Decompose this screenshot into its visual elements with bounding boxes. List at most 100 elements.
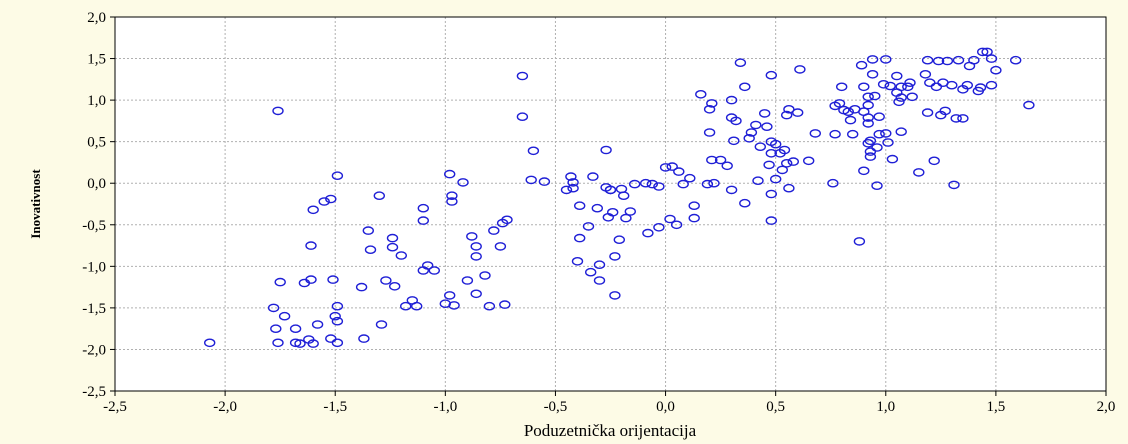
data-point bbox=[516, 71, 529, 81]
data-point bbox=[389, 281, 401, 291]
data-point bbox=[307, 205, 319, 215]
data-point bbox=[829, 129, 841, 139]
data-point bbox=[331, 338, 344, 348]
y-tick-label: 0,0 bbox=[87, 176, 106, 192]
data-point bbox=[400, 301, 412, 311]
data-point bbox=[763, 160, 775, 170]
data-point bbox=[706, 155, 718, 165]
data-point bbox=[913, 168, 925, 177]
data-point bbox=[765, 70, 777, 80]
data-point bbox=[270, 324, 282, 334]
data-point bbox=[833, 99, 846, 108]
data-point bbox=[765, 148, 777, 158]
data-point bbox=[706, 99, 718, 108]
data-point bbox=[688, 201, 700, 210]
data-point bbox=[730, 116, 742, 126]
data-point bbox=[448, 301, 460, 310]
x-axis-title: Poduzetnička orijentacija bbox=[524, 421, 697, 440]
data-point bbox=[501, 215, 513, 225]
data-point bbox=[893, 97, 905, 107]
data-point bbox=[941, 56, 954, 66]
data-point bbox=[618, 191, 630, 200]
data-point bbox=[289, 338, 302, 348]
data-point bbox=[932, 56, 945, 66]
data-point bbox=[479, 271, 491, 280]
data-point bbox=[981, 47, 993, 57]
data-point bbox=[642, 228, 654, 238]
data-point bbox=[653, 182, 665, 191]
data-point bbox=[864, 136, 877, 146]
data-point bbox=[417, 216, 429, 225]
data-point bbox=[446, 197, 458, 206]
data-point bbox=[853, 237, 866, 246]
data-point bbox=[985, 54, 998, 63]
data-point bbox=[609, 252, 621, 261]
data-point bbox=[754, 142, 766, 151]
data-point bbox=[781, 110, 793, 120]
data-point bbox=[866, 70, 879, 79]
data-point bbox=[307, 339, 319, 348]
data-point bbox=[858, 82, 870, 92]
data-point bbox=[783, 183, 795, 193]
data-point bbox=[386, 242, 399, 252]
data-point bbox=[331, 316, 344, 326]
data-point bbox=[809, 129, 821, 138]
data-point bbox=[957, 114, 969, 123]
y-tick-label: 2,0 bbox=[87, 10, 106, 26]
y-tick-label: -2,0 bbox=[82, 342, 106, 358]
data-point bbox=[739, 82, 751, 92]
data-point bbox=[329, 311, 341, 321]
data-point bbox=[527, 146, 540, 156]
data-point bbox=[466, 232, 478, 241]
data-point bbox=[703, 105, 716, 114]
data-point bbox=[380, 276, 392, 285]
data-point bbox=[921, 108, 934, 117]
data-point bbox=[968, 55, 980, 65]
plot-area bbox=[115, 17, 1106, 391]
data-point bbox=[990, 65, 1002, 75]
data-point bbox=[842, 107, 854, 116]
data-point bbox=[582, 222, 595, 231]
data-point bbox=[714, 155, 727, 165]
data-point bbox=[274, 277, 286, 287]
data-point bbox=[417, 203, 429, 213]
data-point bbox=[728, 136, 740, 146]
data-point bbox=[629, 179, 641, 189]
data-point bbox=[904, 78, 916, 87]
data-point bbox=[325, 194, 337, 204]
data-point bbox=[358, 334, 370, 343]
data-point bbox=[750, 120, 762, 130]
data-point bbox=[928, 156, 940, 166]
data-point bbox=[866, 55, 879, 64]
data-point bbox=[272, 338, 284, 348]
data-point bbox=[278, 311, 291, 321]
data-point bbox=[794, 65, 806, 74]
y-tick-label: 1,0 bbox=[87, 93, 106, 109]
y-tick-label: 0,5 bbox=[87, 135, 106, 151]
data-point bbox=[877, 80, 890, 89]
data-point bbox=[778, 145, 791, 155]
y-tick-label: -2,5 bbox=[82, 384, 106, 400]
data-point bbox=[640, 178, 652, 188]
data-point bbox=[653, 222, 665, 232]
data-point bbox=[880, 55, 892, 64]
data-point bbox=[869, 91, 881, 101]
data-point bbox=[428, 266, 440, 275]
data-point bbox=[571, 256, 584, 266]
data-point bbox=[499, 300, 511, 309]
data-point bbox=[305, 241, 317, 250]
data-point bbox=[362, 226, 374, 235]
data-point bbox=[613, 235, 625, 244]
y-tick-label: -1,5 bbox=[82, 301, 106, 317]
data-point bbox=[373, 191, 385, 200]
data-point bbox=[895, 93, 907, 102]
data-point bbox=[906, 92, 918, 102]
data-point bbox=[267, 303, 280, 313]
data-point bbox=[446, 191, 458, 200]
data-point bbox=[862, 113, 874, 122]
data-point bbox=[948, 180, 960, 190]
data-point bbox=[895, 127, 907, 136]
data-point bbox=[560, 185, 573, 195]
